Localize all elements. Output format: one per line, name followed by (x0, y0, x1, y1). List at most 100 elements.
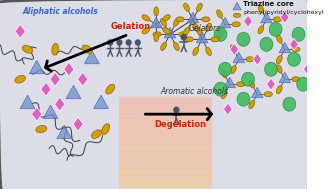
Bar (258, 2, 260, 187)
Bar (168, 2, 169, 187)
Bar (208, 2, 210, 187)
Ellipse shape (163, 28, 170, 34)
Polygon shape (279, 72, 291, 83)
Polygon shape (150, 17, 162, 28)
Ellipse shape (277, 56, 282, 64)
Bar (63, 2, 65, 187)
Bar (254, 2, 255, 187)
Bar (133, 2, 134, 187)
Bar (53, 2, 55, 187)
Polygon shape (29, 60, 44, 74)
Bar (143, 2, 144, 187)
Bar (152, 2, 154, 187)
Ellipse shape (258, 5, 264, 13)
Bar (120, 141, 211, 142)
Bar (3, 2, 5, 187)
Ellipse shape (193, 47, 198, 56)
Bar (27, 2, 28, 187)
Bar (120, 99, 211, 100)
Bar (83, 2, 84, 187)
Bar (272, 2, 274, 187)
Text: Gelators: Gelators (188, 24, 220, 33)
Ellipse shape (22, 45, 33, 53)
Ellipse shape (249, 101, 255, 109)
Polygon shape (66, 85, 81, 99)
Polygon shape (253, 53, 262, 65)
Bar (46, 2, 47, 187)
Bar (120, 174, 211, 175)
Bar (203, 2, 205, 187)
Bar (217, 2, 219, 187)
Bar (120, 169, 211, 170)
Bar (86, 2, 87, 187)
Bar (140, 2, 142, 187)
Bar (150, 2, 152, 187)
Bar (43, 2, 44, 187)
Polygon shape (303, 63, 312, 75)
Bar (235, 2, 236, 187)
Polygon shape (77, 72, 88, 86)
Bar (182, 2, 183, 187)
Bar (163, 2, 164, 187)
Bar (244, 2, 246, 187)
Polygon shape (219, 17, 231, 28)
Bar (120, 145, 211, 147)
Bar (136, 2, 137, 187)
Bar (183, 2, 185, 187)
Circle shape (174, 107, 179, 113)
Ellipse shape (217, 31, 222, 39)
Ellipse shape (230, 45, 236, 53)
Bar (157, 2, 158, 187)
Bar (68, 2, 69, 187)
Bar (84, 2, 86, 187)
Bar (247, 2, 249, 187)
Ellipse shape (264, 92, 273, 97)
Ellipse shape (277, 65, 282, 73)
Bar (221, 2, 222, 187)
Bar (146, 2, 147, 187)
Ellipse shape (217, 10, 222, 18)
Bar (285, 2, 286, 187)
Bar (120, 142, 211, 144)
Circle shape (126, 40, 131, 45)
Bar (112, 2, 114, 187)
Ellipse shape (184, 27, 189, 36)
Bar (69, 2, 71, 187)
Bar (239, 2, 241, 187)
Bar (18, 2, 19, 187)
Circle shape (181, 34, 186, 40)
Ellipse shape (277, 35, 282, 43)
Bar (120, 130, 211, 132)
Bar (98, 2, 99, 187)
Bar (115, 2, 117, 187)
Bar (120, 127, 211, 129)
Polygon shape (279, 42, 291, 53)
Bar (120, 2, 121, 187)
Bar (120, 132, 211, 133)
Bar (300, 2, 302, 187)
Bar (120, 118, 211, 120)
Bar (120, 177, 211, 178)
Bar (120, 124, 211, 126)
Ellipse shape (196, 3, 202, 11)
Bar (50, 2, 52, 187)
Bar (210, 2, 211, 187)
Bar (120, 154, 211, 156)
Ellipse shape (36, 125, 47, 133)
Bar (37, 2, 39, 187)
Polygon shape (94, 95, 109, 109)
Bar (120, 129, 211, 130)
Bar (120, 102, 211, 103)
Ellipse shape (211, 37, 219, 42)
Circle shape (297, 77, 310, 91)
Bar (120, 138, 211, 139)
Bar (242, 2, 244, 187)
Bar (275, 2, 277, 187)
Bar (120, 181, 211, 183)
Bar (122, 2, 124, 187)
Bar (120, 162, 211, 163)
Ellipse shape (249, 80, 255, 88)
Bar (188, 2, 189, 187)
Bar (282, 2, 283, 187)
Bar (277, 2, 279, 187)
